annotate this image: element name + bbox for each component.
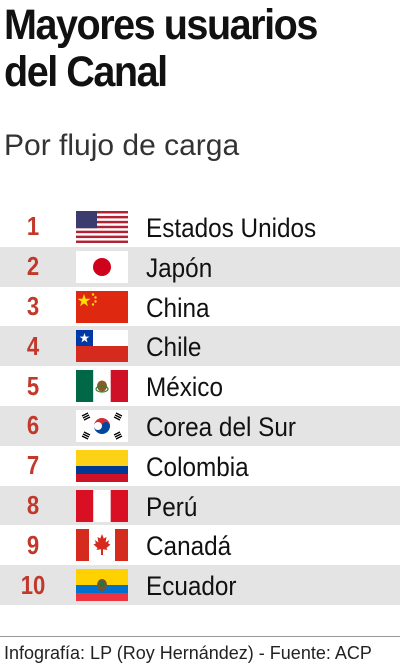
country-name: Ecuador <box>146 571 237 602</box>
footer-credit: Infografía: LP (Roy Hernández) - Fuente:… <box>4 643 372 663</box>
rank-number: 1 <box>26 211 40 242</box>
page-subtitle: Por flujo de carga <box>4 129 240 162</box>
country-name: China <box>146 292 210 323</box>
japan-flag-icon <box>76 250 128 283</box>
country-name: Canadá <box>146 531 232 562</box>
list-item: 5 México <box>0 366 400 406</box>
canada-flag-icon <box>76 529 128 562</box>
rank-number: 3 <box>26 290 40 321</box>
ranking-list: 1 Estados Unidos 2 Japón <box>0 207 400 605</box>
country-name: Perú <box>146 491 198 522</box>
south-korea-flag-icon <box>76 409 128 442</box>
page-title: Mayores usuarios del Canal <box>4 1 318 96</box>
china-flag-icon <box>76 290 128 323</box>
list-item: 1 Estados Unidos <box>0 207 400 247</box>
country-name: Colombia <box>146 451 249 482</box>
chile-flag-icon <box>76 330 128 363</box>
rank-number: 7 <box>26 450 40 481</box>
colombia-flag-icon <box>76 449 128 482</box>
list-item: 3 China <box>0 287 400 327</box>
rank-number: 6 <box>26 410 40 441</box>
country-name: Estados Unidos <box>146 213 317 243</box>
rank-number: 8 <box>26 489 40 520</box>
country-name: México <box>146 372 223 403</box>
ecuador-flag-icon <box>76 569 128 602</box>
list-item: 10 Ecuador <box>0 565 400 605</box>
usa-flag-icon <box>76 211 128 243</box>
mexico-flag-icon <box>76 370 128 403</box>
list-item: 4 Chile <box>0 326 400 367</box>
list-item: 6 Corea del Sur <box>0 405 400 446</box>
country-name: Corea del Sur <box>146 411 296 442</box>
rank-number: 2 <box>26 251 40 282</box>
rank-number: 9 <box>26 529 40 560</box>
list-item: 2 Japón <box>0 246 400 287</box>
country-name: Japón <box>146 252 213 283</box>
list-item: 7 Colombia <box>0 446 400 486</box>
country-name: Chile <box>146 332 202 363</box>
list-item: 9 Canadá <box>0 525 400 565</box>
rank-number: 4 <box>26 330 40 361</box>
list-item: 8 Perú <box>0 485 400 526</box>
rank-number: 10 <box>20 569 46 600</box>
footer-divider <box>0 636 400 637</box>
peru-flag-icon <box>76 489 128 522</box>
rank-number: 5 <box>26 370 40 401</box>
